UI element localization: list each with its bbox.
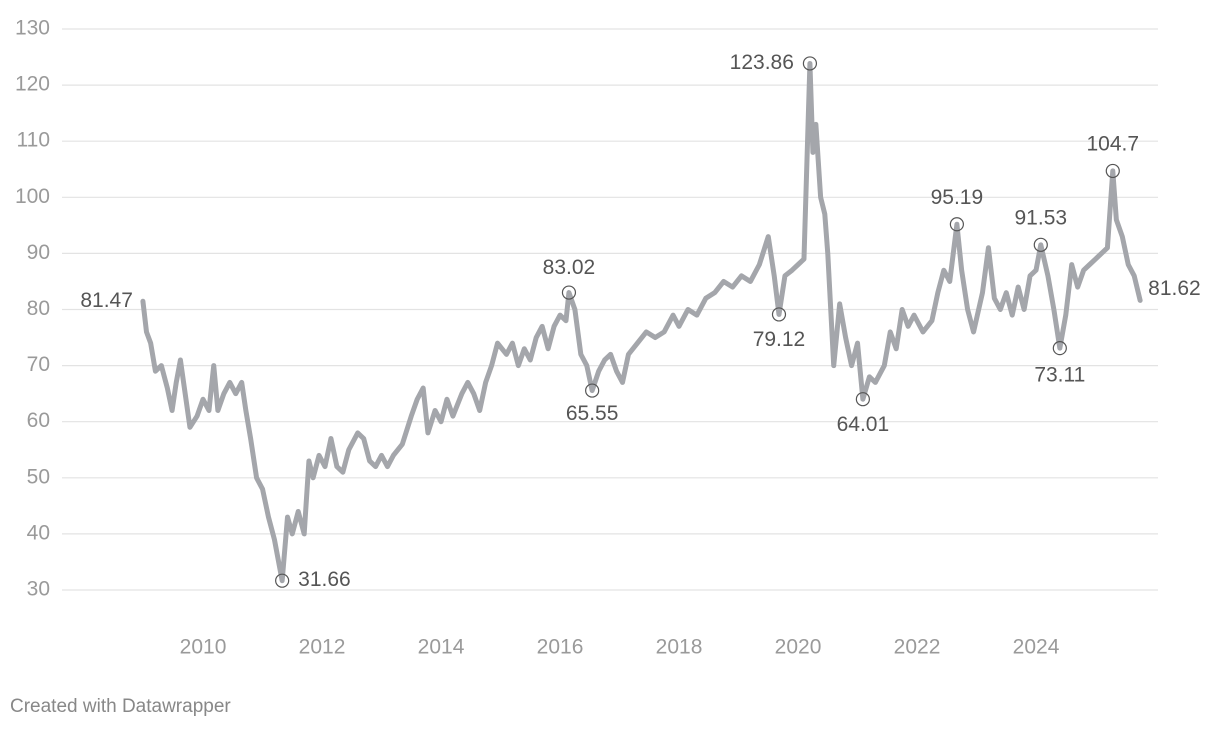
y-tick-label: 60 — [27, 409, 50, 432]
annotation-marker — [585, 383, 600, 398]
annotation-label: 91.53 — [1015, 206, 1068, 229]
y-tick-label: 30 — [27, 578, 50, 601]
annotation-marker — [1033, 237, 1048, 252]
annotation-marker — [949, 217, 964, 232]
annotation-marker — [855, 392, 870, 407]
credit: Created with Datawrapper — [10, 696, 231, 717]
y-tick-label: 130 — [15, 17, 50, 40]
y-tick-label: 120 — [15, 73, 50, 96]
annotation-marker — [561, 285, 577, 300]
annotation-label: 31.66 — [298, 568, 351, 591]
annotation-label: 65.55 — [566, 402, 619, 425]
x-tick-label: 2024 — [1013, 636, 1060, 659]
annotation-label: 64.01 — [837, 413, 890, 436]
y-tick-label: 70 — [27, 353, 50, 376]
annotation-label: 95.19 — [931, 186, 984, 209]
annotation-label: 73.11 — [1034, 364, 1085, 387]
annotation-label: 83.02 — [543, 256, 596, 279]
y-tick-label: 80 — [27, 297, 50, 320]
y-tick-label: 50 — [27, 465, 50, 488]
y-tick-label: 100 — [15, 185, 50, 208]
x-tick-label: 2012 — [299, 636, 346, 659]
x-tick-label: 2016 — [537, 636, 584, 659]
annotation-marker — [1052, 341, 1067, 356]
x-tick-label: 2018 — [656, 636, 703, 659]
annotation-marker — [802, 56, 818, 71]
annotation-label: 104.7 — [1086, 132, 1139, 155]
x-tick-label: 2010 — [180, 636, 227, 659]
annotation-marker — [275, 573, 290, 588]
annotation-label: 81.47 — [80, 289, 133, 312]
line — [140, 60, 1143, 584]
x-tick-label: 2014 — [418, 636, 465, 659]
annotation-label: 123.86 — [730, 51, 794, 74]
annotation-marker — [771, 307, 787, 322]
annotation-label: 81.62 — [1148, 277, 1201, 300]
y-tick-label: 90 — [27, 241, 50, 264]
annotation-marker — [1105, 163, 1120, 179]
y-tick-label: 110 — [17, 129, 50, 152]
x-tick-label: 2022 — [894, 636, 941, 659]
y-tick-label: 40 — [27, 521, 50, 544]
x-tick-label: 2020 — [775, 636, 822, 659]
annotation-label: 79.12 — [753, 328, 806, 351]
